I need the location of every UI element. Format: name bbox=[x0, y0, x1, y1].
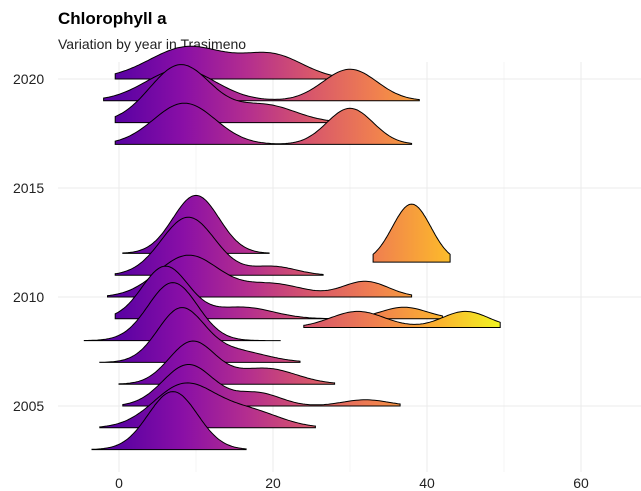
ridge-2011 bbox=[114, 216, 324, 276]
ridge-2003 bbox=[91, 391, 247, 451]
x-axis-ticks: 0 20 40 60 bbox=[115, 475, 589, 491]
y-tick-label: 2015 bbox=[13, 180, 44, 196]
ridge-2007 bbox=[99, 307, 301, 363]
ridge-2008-6 bbox=[303, 310, 501, 328]
ridge-2020 bbox=[114, 45, 336, 80]
y-axis-ticks: 2005 2010 2015 2020 bbox=[13, 71, 44, 414]
y-tick-label: 2020 bbox=[13, 71, 44, 87]
x-tick-label: 0 bbox=[115, 475, 123, 491]
ridge-2011-6 bbox=[372, 203, 451, 263]
x-tick-label: 40 bbox=[419, 475, 435, 491]
x-tick-label: 60 bbox=[573, 475, 589, 491]
y-tick-label: 2005 bbox=[13, 398, 44, 414]
chart-title: Chlorophyll a bbox=[58, 9, 167, 28]
ridge-2017 bbox=[114, 102, 413, 145]
ridges bbox=[83, 45, 501, 451]
x-tick-label: 20 bbox=[265, 475, 281, 491]
y-tick-label: 2010 bbox=[13, 289, 44, 305]
